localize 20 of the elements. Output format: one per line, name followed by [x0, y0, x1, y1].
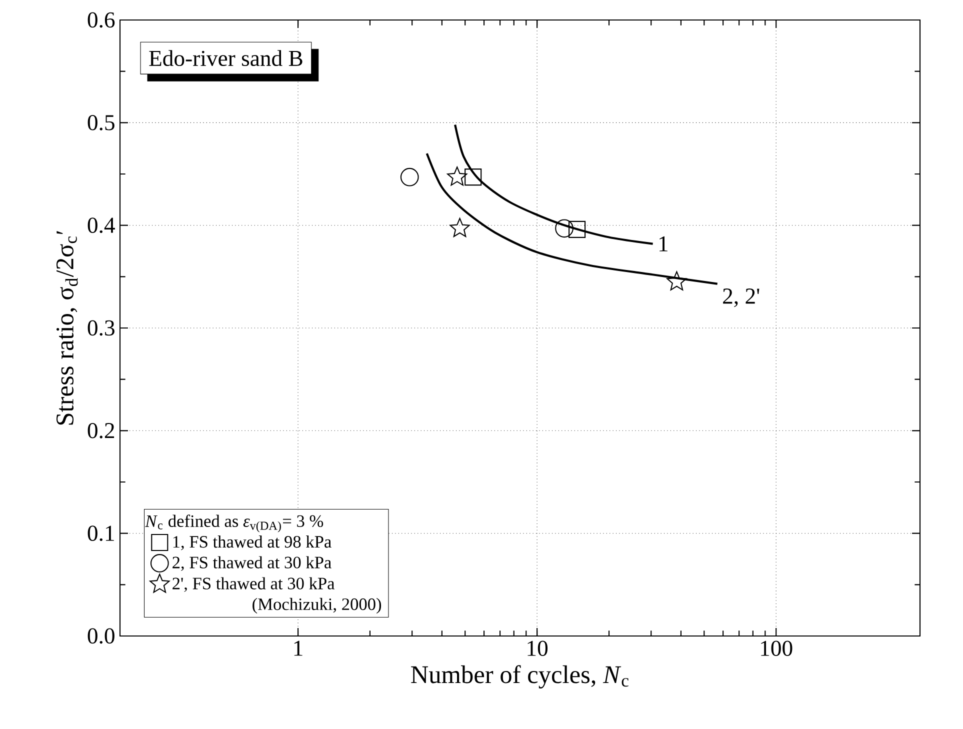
- legend-label: 2', FS thawed at 30 kPa: [172, 577, 335, 592]
- x-tick-label: 10: [528, 640, 548, 656]
- y-tick-label: 0.3: [88, 320, 114, 336]
- legend-label: 1, FS thawed at 98 kPa: [173, 536, 332, 550]
- legend-label: 2, FS thawed at 30 kPa: [172, 556, 332, 571]
- annotation: 2, 2': [723, 288, 760, 308]
- annotation: Edo-river sand B: [149, 50, 302, 66]
- x-tick-label: 100: [761, 640, 792, 656]
- y-tick-label: 0.0: [88, 628, 114, 644]
- y-tick-label: 0.2: [88, 422, 114, 438]
- y-tick-label: 0.1: [88, 526, 114, 542]
- x-axis-title: Number of cycles, N$_{c}$: [411, 665, 628, 688]
- annotation: 1: [660, 236, 668, 252]
- legend-title: N$_{c}$ defined as ε$_{v(DA)}$= 3 %: [145, 514, 324, 532]
- annotation: (Mochizuki, 2000): [252, 598, 382, 614]
- y-tick-label: 0.6: [88, 12, 115, 28]
- y-tick-label: 0.5: [88, 114, 114, 130]
- y-tick-label: 0.4: [88, 218, 115, 234]
- x-tick-label: 1: [294, 640, 302, 656]
- y-axis-title: Stress ratio, σ$_{d}$/2σ$_{c}$′: [56, 230, 78, 425]
